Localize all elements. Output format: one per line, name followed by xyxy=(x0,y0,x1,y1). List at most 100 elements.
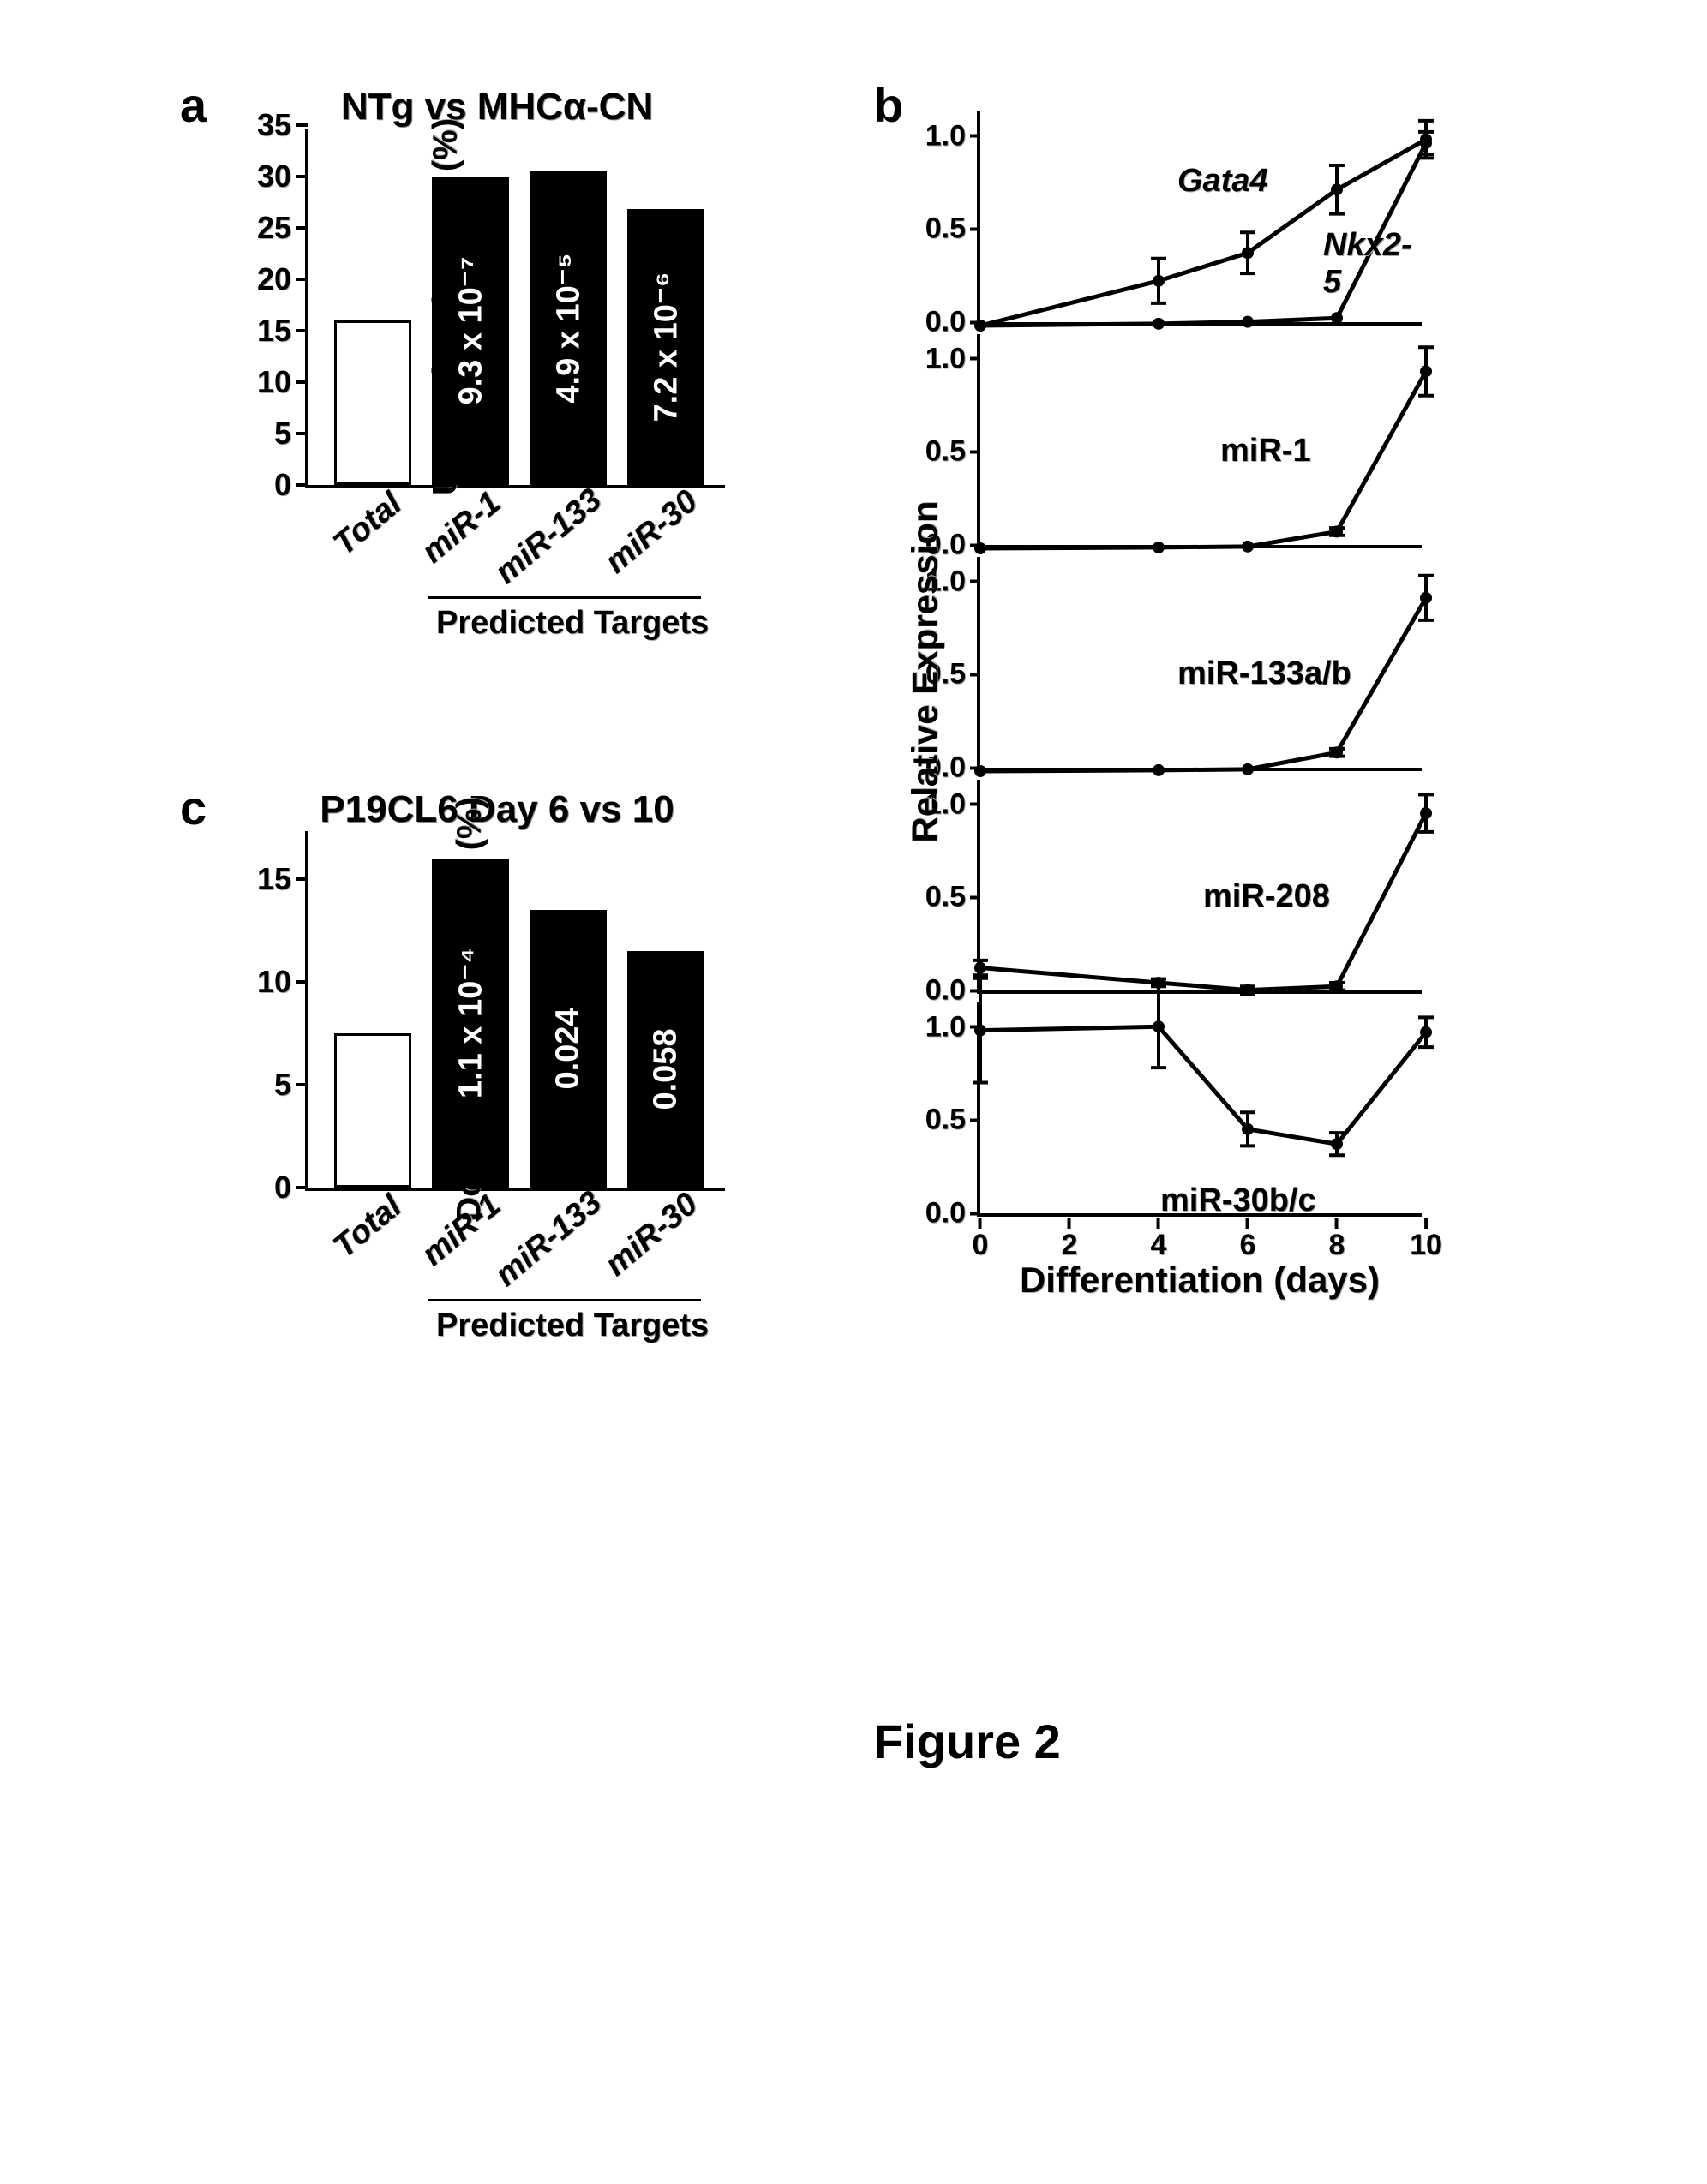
y-tick: 35 xyxy=(257,107,308,143)
y-tick: 15 xyxy=(257,861,308,897)
data-point xyxy=(1153,318,1165,330)
x-tick: 8 xyxy=(1329,1218,1345,1262)
y-tick: 20 xyxy=(257,261,308,297)
y-tick: 0.5 xyxy=(925,435,980,469)
bar-miR-133: 4.9 x 10⁻⁵miR-133 xyxy=(530,171,607,485)
x-tick: 4 xyxy=(1151,1218,1167,1262)
line-chart-1: 0.00.51.0miR-1 xyxy=(908,334,1457,548)
bar-pvalue: 9.3 x 10⁻⁷ xyxy=(452,256,490,404)
data-point xyxy=(1153,542,1165,553)
bar-pvalue: 7.2 x 10⁻⁶ xyxy=(647,272,686,422)
line-chart-2: 0.00.51.0miR-133a/b xyxy=(908,557,1457,771)
y-tick: 10 xyxy=(257,364,308,400)
bar-category-label: Total xyxy=(326,1188,409,1266)
series-label: miR-30b/c xyxy=(1160,1182,1316,1219)
data-point xyxy=(974,320,986,332)
y-tick: 1.0 xyxy=(925,119,980,153)
y-tick: 1.0 xyxy=(925,342,980,375)
data-point xyxy=(1420,365,1432,377)
bar-pvalue: 0.024 xyxy=(550,1008,587,1089)
y-tick: 5 xyxy=(274,416,308,452)
line-chart-0: 0.00.51.0Gata4Nkx2-5 xyxy=(908,111,1457,326)
x-tick: 0 xyxy=(973,1218,989,1262)
data-point xyxy=(974,962,986,974)
series-label: miR-133a/b xyxy=(1177,655,1351,692)
data-point xyxy=(1242,763,1254,775)
predicted-targets-line xyxy=(428,1299,701,1301)
bar-Total: Total xyxy=(334,320,411,485)
predicted-targets-line xyxy=(428,596,701,599)
bar-pvalue: 1.1 x 10⁻⁴ xyxy=(452,948,490,1098)
y-tick: 30 xyxy=(257,159,308,194)
series-label: Gata4 xyxy=(1177,163,1268,200)
stack-ylabel: Relative Expression xyxy=(905,500,946,842)
chart-title: NTg vs MHCα-CN xyxy=(231,86,763,129)
stack-xlabel: Differentiation (days) xyxy=(977,1260,1422,1301)
bar-category-label: Total xyxy=(326,486,409,563)
figure-caption: Figure 2 xyxy=(874,1714,1061,1769)
y-tick: 0.5 xyxy=(925,212,980,246)
data-point xyxy=(1242,247,1254,259)
y-tick: 5 xyxy=(274,1067,308,1103)
predicted-targets-label: Predicted Targets xyxy=(436,605,709,642)
chart-title: P19CL6 Day 6 vs 10 xyxy=(231,788,763,831)
bar-category-label: miR-133 xyxy=(488,1184,609,1294)
bar-category-label: miR-30 xyxy=(598,1186,705,1283)
data-point xyxy=(1331,183,1343,195)
bar-miR-30: 0.058miR-30 xyxy=(627,951,704,1188)
series-label: miR-208 xyxy=(1203,878,1330,915)
data-point xyxy=(1331,1138,1343,1150)
panel-a-label: a xyxy=(180,77,207,133)
data-point xyxy=(1331,525,1343,537)
y-tick: 25 xyxy=(257,210,308,246)
y-tick: 0 xyxy=(274,467,308,503)
data-point xyxy=(1420,807,1432,819)
panel-c-label: c xyxy=(180,780,207,835)
series-line xyxy=(980,1026,1426,1144)
plot-area: 05101520253035Upregulated Genes (%)Total… xyxy=(305,129,725,488)
bar-miR-30: 7.2 x 10⁻⁶miR-30 xyxy=(627,209,704,485)
y-tick: 1.0 xyxy=(925,1010,980,1044)
series-label: Nkx2-5 xyxy=(1323,227,1422,301)
predicted-targets-label: Predicted Targets xyxy=(436,1307,709,1344)
data-point xyxy=(1242,1123,1254,1135)
data-point xyxy=(1331,746,1343,758)
bar-category-label: miR-133 xyxy=(488,482,609,591)
bar-miR-1: 9.3 x 10⁻⁷miR-1 xyxy=(432,177,509,485)
data-point xyxy=(974,1025,986,1037)
mini-plot: 0.00.51.0miR-208 xyxy=(977,780,1422,994)
bar-pvalue: 0.058 xyxy=(648,1028,685,1110)
plot-area: 051015Downregulated Genes (%)Total1.1 x … xyxy=(305,831,725,1191)
y-tick: 10 xyxy=(257,964,308,1000)
y-tick: 15 xyxy=(257,313,308,349)
bar-Total: Total xyxy=(334,1033,411,1188)
y-tick: 0.5 xyxy=(925,1104,980,1137)
panel-b-label: b xyxy=(874,77,903,133)
data-point xyxy=(1153,1020,1165,1032)
data-point xyxy=(1153,275,1165,287)
x-tick: 2 xyxy=(1062,1218,1078,1262)
mini-plot: 0.00.51.00246810miR-30b/c xyxy=(977,1002,1422,1217)
panel-c-chart: P19CL6 Day 6 vs 10051015Downregulated Ge… xyxy=(231,788,763,1191)
series-label: miR-1 xyxy=(1220,433,1311,470)
y-tick: 0.5 xyxy=(925,881,980,914)
data-point xyxy=(1331,312,1343,324)
line-chart-3: 0.00.51.0miR-208 xyxy=(908,780,1457,994)
data-point xyxy=(974,765,986,777)
data-point xyxy=(1331,980,1343,992)
mini-plot: 0.00.51.0miR-1 xyxy=(977,334,1422,548)
bar-miR-133: 0.024miR-133 xyxy=(530,910,607,1188)
chart-svg xyxy=(980,334,1426,548)
mini-plot: 0.00.51.0miR-133a/b xyxy=(977,557,1422,771)
mini-plot: 0.00.51.0Gata4Nkx2-5 xyxy=(977,111,1422,326)
y-tick: 0 xyxy=(274,1170,308,1206)
bar-category-label: miR-30 xyxy=(598,483,705,581)
data-point xyxy=(1242,984,1254,996)
data-point xyxy=(974,542,986,554)
data-point xyxy=(1242,541,1254,553)
x-tick: 10 xyxy=(1410,1218,1442,1262)
data-point xyxy=(1420,592,1432,604)
data-point xyxy=(1153,764,1165,776)
data-point xyxy=(1420,137,1432,149)
series-line xyxy=(980,371,1426,548)
